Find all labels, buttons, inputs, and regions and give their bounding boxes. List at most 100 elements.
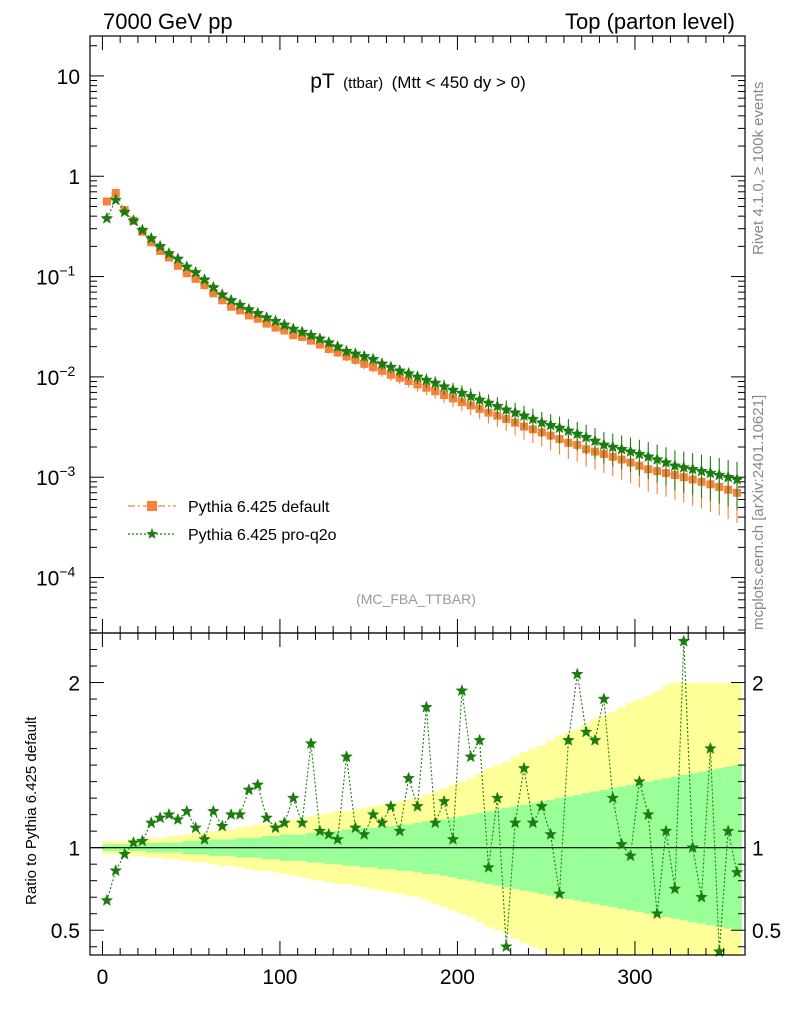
header-right: Top (parton level) (565, 9, 735, 34)
ratio-point (277, 816, 291, 829)
data-point (422, 383, 431, 392)
data-point (286, 322, 300, 335)
ratio-point (109, 864, 123, 877)
data-point (322, 335, 336, 348)
mcplots-label: mcplots.cern.ch [arXiv:2401.10621] (750, 395, 767, 630)
ratio-point (251, 778, 265, 791)
ratio-point (127, 835, 140, 849)
data-point (632, 447, 646, 460)
data-point (227, 302, 236, 311)
ratio-point (260, 811, 274, 824)
data-point (624, 444, 637, 458)
ratio-y-tick-label: 2 (68, 673, 80, 696)
data-point (162, 246, 176, 259)
data-point (553, 421, 566, 434)
data-point (677, 460, 691, 473)
ratio-point (437, 794, 451, 807)
data-point (366, 352, 380, 365)
ratio-x-axis: 0 100 200 300 (97, 633, 725, 989)
data-point (686, 462, 700, 475)
data-point (431, 387, 440, 396)
data-point (295, 325, 309, 338)
data-point (402, 366, 416, 379)
main-y-tick-label: 1 (68, 166, 80, 189)
ratio-point (242, 783, 256, 796)
ratio-x-tick-label: 200 (440, 966, 475, 989)
main-y-tick-label: 10−2 (36, 363, 76, 390)
data-point (262, 319, 271, 328)
data-point (360, 359, 369, 368)
data-point (173, 261, 182, 270)
data-point (100, 211, 114, 224)
data-point (109, 193, 123, 206)
data-point (482, 396, 495, 409)
data-point (313, 332, 327, 345)
data-point (242, 302, 256, 315)
data-point (102, 197, 111, 206)
data-point (118, 205, 132, 218)
ratio-y-tick-label-right: 0.5 (752, 920, 781, 943)
data-point (695, 464, 708, 477)
data-point (306, 336, 315, 345)
data-point (377, 366, 386, 375)
data-point (721, 470, 735, 483)
ratio-point (473, 733, 487, 746)
ratio-point (721, 824, 735, 837)
ratio-point (597, 692, 611, 705)
data-point (269, 314, 282, 327)
data-point (641, 450, 655, 463)
ratio-point (331, 832, 345, 845)
data-point (386, 370, 395, 379)
ratio-point (224, 807, 238, 821)
ratio-point (295, 816, 309, 829)
ratio-point (588, 733, 602, 746)
ratio-point (286, 791, 300, 804)
main-x-axis (101, 36, 725, 633)
ratio-point (535, 799, 549, 812)
main-y-tick-label: 10−4 (36, 564, 76, 591)
plot-title: pT (ttbar) (Mtt < 450 dy > 0) (310, 70, 526, 93)
ratio-point (508, 816, 522, 829)
legend: Pythia 6.425 default Pythia 6.425 pro-q2… (128, 499, 337, 544)
ratio-point (490, 791, 504, 804)
data-point (304, 328, 318, 341)
series-default (102, 189, 742, 523)
data-point (135, 223, 149, 236)
data-point (544, 418, 558, 431)
ratio-point (269, 821, 282, 834)
data-point (588, 434, 602, 447)
data-point (180, 260, 194, 273)
ratio-point (686, 840, 700, 854)
ratio-point (624, 849, 637, 862)
ratio-point (322, 827, 336, 840)
data-point (499, 403, 513, 416)
data-point (446, 383, 460, 396)
ratio-point (357, 827, 371, 840)
title-small: (ttbar) (343, 75, 383, 92)
ratio-point (100, 893, 114, 906)
ratio-point (304, 736, 318, 750)
data-point (206, 280, 220, 293)
series-line (106, 192, 738, 494)
ratio-point (650, 907, 664, 920)
data-point (171, 252, 185, 265)
data-point (253, 314, 262, 323)
data-point (570, 427, 584, 440)
data-point (144, 231, 158, 244)
ratio-frame (89, 632, 746, 956)
ratio-y-tick-label-right: 2 (752, 673, 764, 696)
ratio-point (366, 807, 380, 821)
title-cut: (Mtt < 450 dy > 0) (392, 73, 526, 92)
data-point (404, 377, 413, 386)
ratio-point (526, 816, 540, 829)
ratio-point (668, 882, 682, 895)
data-point (342, 352, 351, 361)
ratio-point (499, 940, 513, 953)
ratio-point (393, 824, 407, 837)
series-proq2o (100, 193, 744, 510)
data-point (659, 455, 673, 468)
data-point (490, 399, 504, 412)
ratio-point (482, 860, 495, 873)
ratio-point (544, 827, 558, 840)
